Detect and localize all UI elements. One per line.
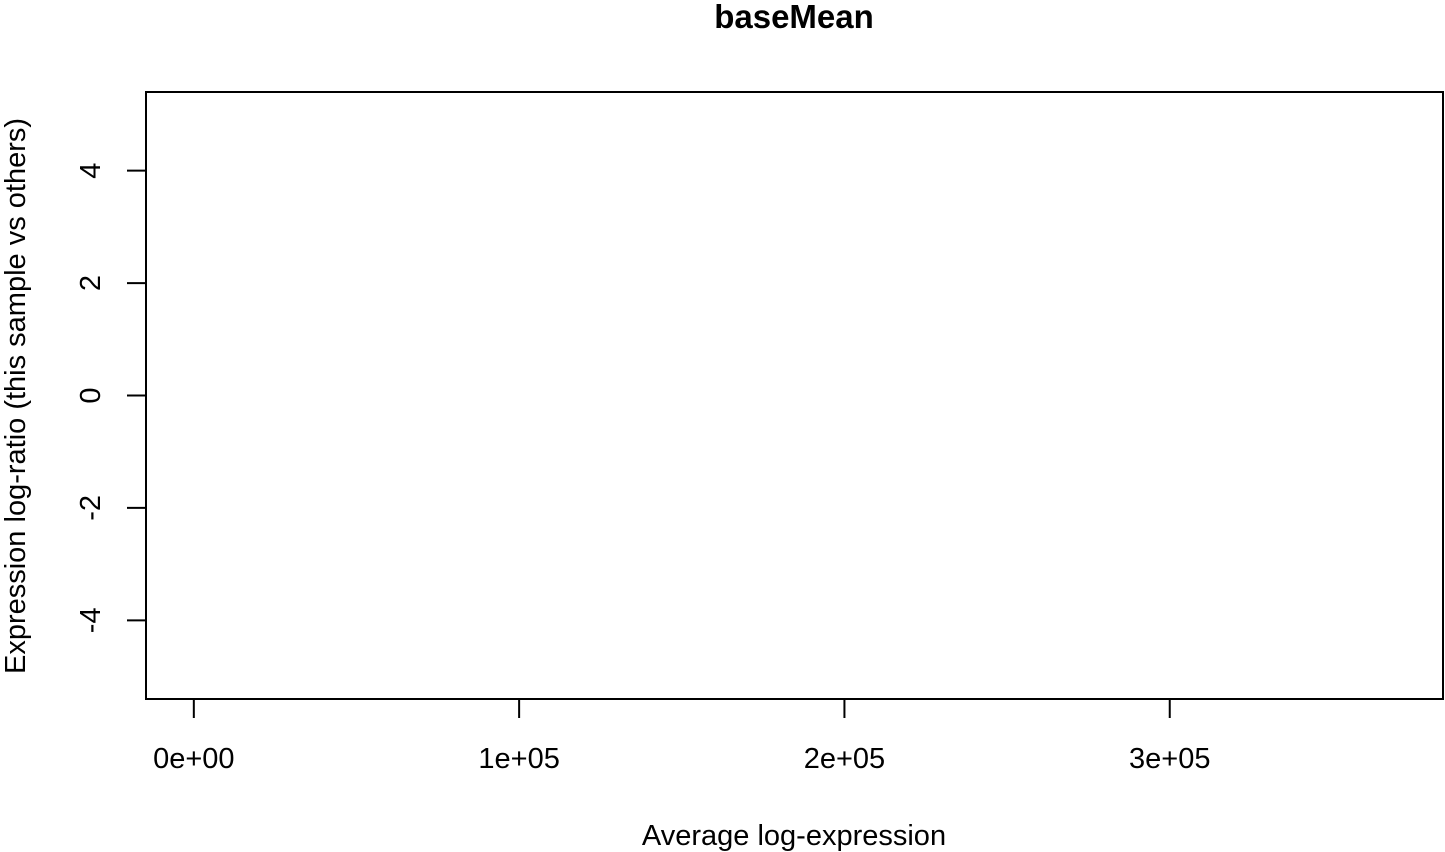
plot-area-frame <box>145 91 1444 700</box>
y-axis: -4 -2 0 2 4 <box>75 163 147 633</box>
y-axis-label: Expression log-ratio (this sample vs oth… <box>0 118 32 674</box>
x-axis: 0e+00 1e+05 2e+05 3e+05 <box>153 698 1210 775</box>
x-tick-label: 0e+00 <box>153 743 234 775</box>
y-tick-label: -4 <box>75 607 107 633</box>
x-tick-label: 3e+05 <box>1129 743 1210 775</box>
y-tick-label: 4 <box>75 163 107 179</box>
chart-title: baseMean <box>714 0 874 35</box>
y-tick-label: -2 <box>75 495 107 521</box>
y-tick-label: 0 <box>75 387 107 403</box>
x-tick-label: 1e+05 <box>478 743 559 775</box>
x-tick-label: 2e+05 <box>804 743 885 775</box>
y-tick-label: 2 <box>75 275 107 291</box>
x-axis-label: Average log-expression <box>642 820 946 852</box>
